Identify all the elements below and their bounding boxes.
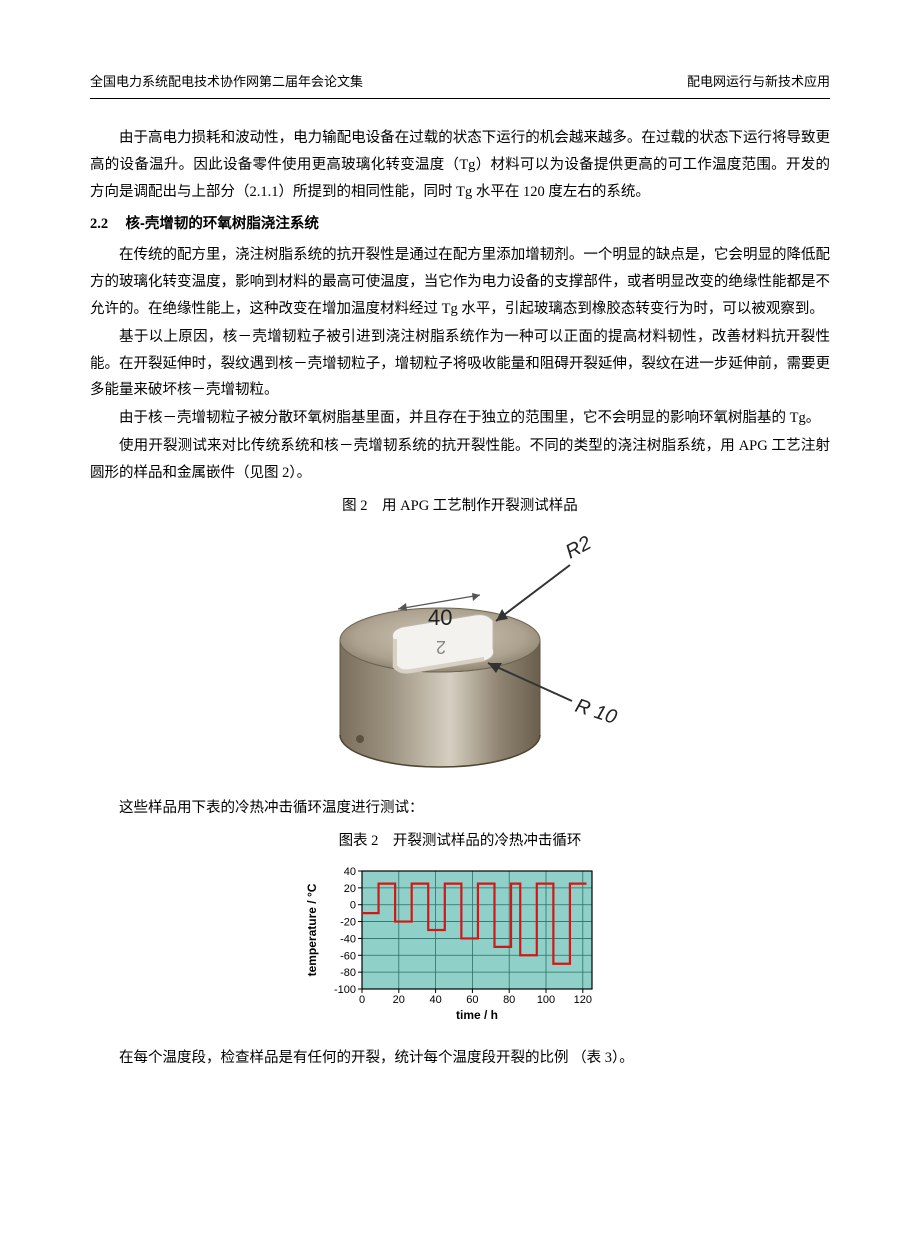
y-tick: -20 [340, 917, 356, 929]
y-tick: 20 [344, 883, 356, 895]
x-tick: 80 [503, 994, 515, 1006]
paragraph-6: 这些样品用下表的冷热冲击循环温度进行测试： [90, 795, 830, 822]
paragraph-4: 由于核－壳增韧粒子被分散环氧树脂基里面，并且存在于独立的范围里，它不会明显的影响… [90, 405, 830, 432]
section-heading-2-2: 2.2 核-壳增韧的环氧树脂浇注系统 [90, 211, 830, 238]
chart2-svg: 0 20 40 60 80 100 120 -100 -80 -60 -40 -20 0 20 40 time… [300, 861, 620, 1031]
dim-arrow-right [472, 593, 480, 601]
x-tick: 100 [537, 994, 555, 1006]
y-tick: -60 [340, 950, 356, 962]
y-tick: -100 [334, 984, 356, 996]
bolt-dot [356, 735, 364, 743]
dim-2-label: 2 [436, 637, 446, 657]
dim-40-label: 40 [428, 605, 452, 630]
section-title: 核-壳增韧的环氧树脂浇注系统 [126, 216, 319, 232]
page-header: 全国电力系统配电技术协作网第二届年会论文集 配电网运行与新技术应用 [90, 70, 830, 99]
y-tick: -40 [340, 933, 356, 945]
paragraph-2: 在传统的配方里，浇注树脂系统的抗开裂性是通过在配方里添加增韧剂。一个明显的缺点是… [90, 242, 830, 322]
y-tick: 0 [350, 900, 356, 912]
sample-svg: 40 2 R2 R 10 [270, 525, 650, 785]
paragraph-3: 基于以上原因，核－壳增韧粒子被引进到浇注树脂系统作为一种可以正面的提高材料韧性，… [90, 324, 830, 404]
chart2-caption: 图表 2 开裂测试样品的冷热冲击循环 [90, 828, 830, 855]
x-axis-label: time / h [456, 1008, 498, 1022]
x-tick: 40 [429, 994, 441, 1006]
x-tick: 60 [466, 994, 478, 1006]
r2-leader [496, 565, 570, 621]
y-tick: 40 [344, 866, 356, 878]
x-tick: 0 [359, 994, 365, 1006]
figure2-caption: 图 2 用 APG 工艺制作开裂测试样品 [90, 493, 830, 520]
header-right: 配电网运行与新技术应用 [687, 70, 830, 94]
r2-label: R2 [562, 532, 595, 563]
paragraph-5: 使用开裂测试来对比传统系统和核－壳增韧系统的抗开裂性能。不同的类型的浇注树脂系统… [90, 433, 830, 487]
section-number: 2.2 [90, 216, 108, 232]
paragraph-intro: 由于高电力损耗和波动性，电力输配电设备在过载的状态下运行的机会越来越多。在过载的… [90, 125, 830, 205]
y-axis-label: temperature / °C [305, 883, 319, 976]
header-left: 全国电力系统配电技术协作网第二届年会论文集 [90, 70, 363, 94]
y-tick: -80 [340, 967, 356, 979]
x-tick: 20 [393, 994, 405, 1006]
dim-arrow-left [398, 603, 407, 611]
r10-label: R 10 [572, 695, 619, 729]
chart2: 0 20 40 60 80 100 120 -100 -80 -60 -40 -20 0 20 40 time… [90, 861, 830, 1031]
x-tick: 120 [574, 994, 592, 1006]
paragraph-7: 在每个温度段，检查样品是有任何的开裂，统计每个温度段开裂的比例 （表 3）。 [90, 1045, 830, 1072]
figure2: 40 2 R2 R 10 [90, 525, 830, 785]
